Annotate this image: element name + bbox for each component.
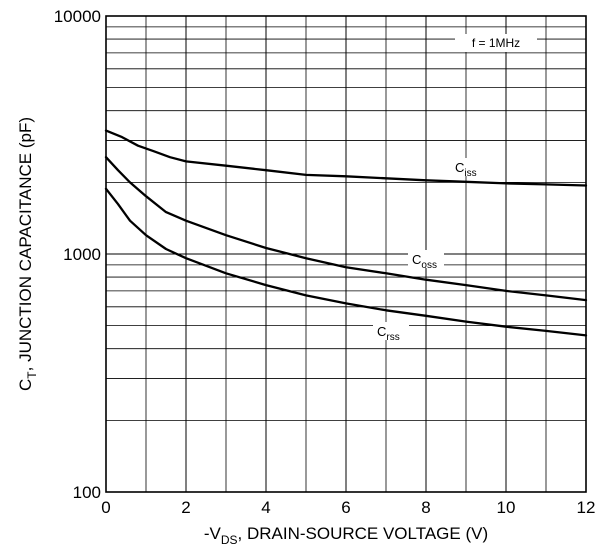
series-label-main: C [412,252,421,267]
tick-labels: 0 2 4 6 8 10 12 100 1000 10000 [54,7,596,517]
series-label-background [408,250,444,268]
series-label-subscript: oss [421,260,437,271]
series-label-background [451,158,487,176]
grid [106,16,586,492]
series-line-coss [104,156,588,302]
series-label-main: C [377,324,386,339]
series-label-crss: Crss [377,324,400,343]
x-tick-label: 2 [181,498,190,517]
series-label-subscript: iss [464,168,476,179]
x-tick-label: 0 [101,498,110,517]
x-tick-label: 10 [497,498,516,517]
x-axis-title: -VDS, DRAIN-SOURCE VOLTAGE (V) [204,524,488,547]
series-label-background [373,322,409,340]
x-tick-label: 6 [341,498,350,517]
series-line-ciss [104,129,588,187]
x-tick-label: 12 [577,498,596,517]
y-axis-title-subscript: T [25,371,39,379]
y-axis-title-rest: , JUNCTION CAPACITANCE (pF) [16,117,35,371]
y-tick-label: 10000 [54,7,101,26]
frequency-annotation: f = 1MHz [455,34,537,52]
x-tick-label: 8 [421,498,430,517]
y-tick-label: 1000 [63,245,101,264]
y-axis-title: CT, JUNCTION CAPACITANCE (pF) [16,117,39,391]
x-axis-title-prefix: -V [204,524,222,543]
plot-frame [105,15,587,493]
series-label-ciss: Ciss [455,160,477,179]
x-tick-label: 4 [261,498,270,517]
series-label-coss: Coss [412,252,437,271]
y-tick-label: 100 [73,483,101,502]
series-label-subscript: rss [386,332,399,343]
frequency-annotation-text: f = 1MHz [472,36,520,50]
series-line-crss [104,187,588,337]
x-axis-title-subscript: DS [221,533,238,547]
x-axis-title-rest: , DRAIN-SOURCE VOLTAGE (V) [238,524,489,543]
y-axis-title-prefix: C [16,379,35,391]
series-label-main: C [455,160,464,175]
curves [104,129,588,337]
